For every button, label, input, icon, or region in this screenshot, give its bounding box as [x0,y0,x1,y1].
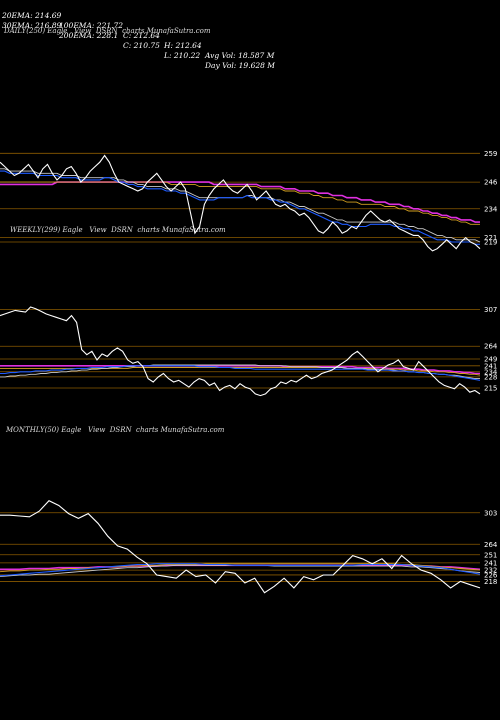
monthly-tick-label: 226 [484,571,498,579]
header-20ema: 20EMA: 214.69 [2,11,62,20]
daily-price-line [0,154,481,252]
monthly-tick-label: 241 [484,559,497,567]
monthly-tick-label: 232 [484,567,497,575]
header-avg-vol: Avg Vol: 18.587 M [205,51,275,60]
header-open: C: 212.64 [123,31,160,40]
weekly-ema200-line [0,364,480,375]
header-100ema: 100EMA: 221.72 [59,21,124,30]
daily-ema30-line [0,168,481,243]
daily-tick-label: 219 [484,239,497,247]
daily-tick-label: 259 [484,150,497,158]
daily-tick-label: 234 [484,205,498,213]
header-low: L: 210.22 [164,51,201,60]
weekly-tick-label: 215 [484,384,497,392]
monthly-tick-label: 303 [484,509,497,517]
weekly-price-line [0,306,481,397]
weekly-tick-label: 241 [484,362,497,370]
monthly-price-line [0,500,481,594]
weekly-ema20-line [0,365,481,381]
header-high: H: 212.64 [164,41,202,50]
monthly-tick-label: 264 [484,541,498,549]
header-close: C: 210.75 [123,41,160,50]
daily-tick-label: 246 [484,179,498,187]
monthly-tick-label: 218 [484,578,497,586]
header-30ema: 30EMA: 216.89 [2,21,62,30]
weekly-tick-label: 264 [484,343,498,351]
weekly-tick-label: 228 [484,373,497,381]
weekly-tick-label: 234 [484,368,498,376]
weekly-tick-label: 307 [484,306,497,314]
ema-header-row2: 30EMA: 216.89 200EMA: 228.1 C: 210.75 L:… [2,11,275,71]
header-200ema: 200EMA: 228.1 [59,31,119,40]
monthly-panel-title: MONTHLY(50) Eagle View DSRN charts Munaf… [6,426,225,434]
daily-ema100-line [0,181,480,225]
header-day-vol: Day Vol: 19.628 M [205,61,275,70]
weekly-tick-label: 249 [484,356,497,364]
monthly-ema20-line [0,563,481,577]
daily-ema200-line [0,181,480,223]
daily-panel-title: DAILY(250) Eagle View DSRN charts Munafa… [4,27,211,35]
daily-tick-label: 221 [484,234,497,242]
monthly-tick-label: 251 [484,551,497,559]
ema-header-row1: 20EMA: 214.69 100EMA: 221.72 C: 212.64 H… [2,1,274,61]
